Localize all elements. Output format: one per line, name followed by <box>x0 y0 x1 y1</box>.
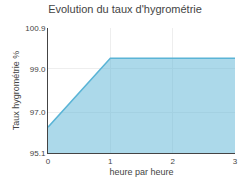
svg-text:2: 2 <box>170 157 175 166</box>
svg-text:95.1: 95.1 <box>30 149 46 158</box>
svg-text:Evolution du taux d'hygrométri: Evolution du taux d'hygrométrie <box>48 3 202 15</box>
svg-text:100.9: 100.9 <box>25 24 46 33</box>
svg-text:1: 1 <box>108 157 113 166</box>
svg-text:97.0: 97.0 <box>30 108 46 117</box>
svg-text:0: 0 <box>46 157 51 166</box>
svg-text:99.0: 99.0 <box>30 65 46 74</box>
svg-text:Taux hygrométrie %: Taux hygrométrie % <box>11 51 21 131</box>
svg-text:3: 3 <box>233 157 238 166</box>
svg-text:heure par heure: heure par heure <box>109 167 173 177</box>
